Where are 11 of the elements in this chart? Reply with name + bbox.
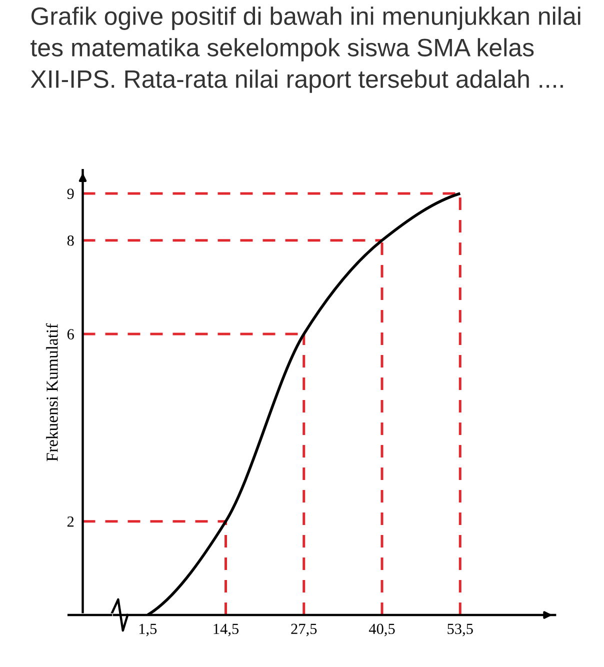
y-tick-label: 6 — [67, 329, 74, 340]
chart-title: Grafik ogive positif di bawah ini menunjukkan nilai tes matematika sekelompok siswa SMA kelas XII-IPS. Rata-rata nilai raport tersebut adalah .... — [30, 6, 580, 93]
y-tick-label: 8 — [67, 235, 74, 246]
x-tick-label: 53,5 — [448, 624, 473, 636]
x-tick-label: 14,5 — [214, 624, 239, 636]
y-tick-label: 2 — [67, 516, 74, 527]
x-tick-label: 1,5 — [139, 624, 157, 636]
x-tick-label: 27,5 — [291, 624, 317, 636]
y-axis-title: Frekuensi Kumulatif — [46, 323, 58, 462]
x-tick-label: 40,5 — [368, 624, 395, 636]
y-tick-label: 9 — [67, 188, 74, 199]
